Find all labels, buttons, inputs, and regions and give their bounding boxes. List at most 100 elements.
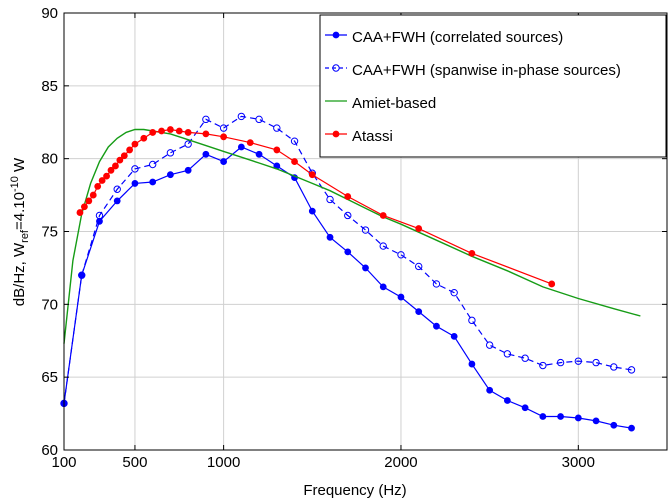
data-point <box>521 404 529 412</box>
data-point <box>184 140 192 148</box>
data-point <box>397 251 405 259</box>
y-tick-label: 60 <box>41 442 58 459</box>
data-point <box>246 139 254 147</box>
data-point <box>219 124 228 132</box>
y-tick-label: 85 <box>41 78 58 95</box>
data-point <box>166 149 175 157</box>
x-tick-label: 2000 <box>384 454 417 471</box>
data-point <box>344 248 352 256</box>
data-point <box>107 166 115 174</box>
data-point <box>379 212 387 219</box>
data-point <box>415 262 423 271</box>
legend-marker-0 <box>332 31 340 39</box>
data-point <box>98 177 106 184</box>
data-point <box>503 350 512 358</box>
data-point <box>379 283 387 291</box>
y-tick-label: 65 <box>41 369 58 386</box>
data-point <box>433 322 440 330</box>
data-point <box>592 358 600 367</box>
data-point <box>255 115 263 124</box>
data-point <box>308 207 316 215</box>
data-point <box>167 171 174 179</box>
y-tick-label: 75 <box>41 224 58 241</box>
data-point <box>415 308 423 316</box>
data-point <box>592 417 600 425</box>
legend-label-1: CAA+FWH (spanwise in-phase sources) <box>352 62 621 79</box>
data-point <box>131 180 139 187</box>
data-point <box>539 361 547 370</box>
data-point <box>574 414 582 422</box>
data-point <box>432 280 441 288</box>
series-layer <box>60 112 641 432</box>
data-point <box>184 129 192 136</box>
data-point <box>202 150 210 158</box>
data-point <box>148 160 157 169</box>
data-point <box>361 226 370 234</box>
data-point <box>308 171 316 179</box>
data-point <box>291 158 298 165</box>
x-axis-ticks: 100 500 1000 2000 3000 <box>51 13 595 471</box>
series-2 <box>63 128 641 344</box>
data-point <box>557 413 564 420</box>
data-point <box>95 211 104 220</box>
data-point <box>131 165 139 173</box>
data-point <box>468 316 476 325</box>
y-axis-ticks: 60 65 70 75 80 85 90 <box>41 5 667 459</box>
data-point <box>237 112 246 121</box>
data-point <box>628 424 635 432</box>
data-point <box>220 158 228 165</box>
data-point <box>85 197 93 205</box>
data-point <box>202 115 210 124</box>
x-tick-label: 100 <box>51 454 76 471</box>
data-point <box>610 421 618 429</box>
legend-box <box>319 14 667 158</box>
data-point <box>485 341 494 349</box>
series-3 <box>76 126 556 288</box>
x-tick-label: 500 <box>122 454 147 471</box>
data-point <box>450 332 458 340</box>
data-point <box>78 271 86 279</box>
data-point <box>486 386 494 394</box>
data-point <box>415 225 423 232</box>
data-point <box>255 150 263 158</box>
data-point <box>140 134 148 142</box>
legend-label-2: Amiet-based <box>352 95 436 112</box>
data-point <box>273 124 281 132</box>
data-point <box>521 354 529 362</box>
series-line-2 <box>63 128 641 344</box>
x-tick-label: 3000 <box>562 454 595 471</box>
data-point <box>220 133 228 141</box>
data-point <box>468 360 476 368</box>
data-point <box>103 172 110 180</box>
legend: CAA+FWH (correlated sources) CAA+FWH (sp… <box>319 14 667 158</box>
data-point <box>158 127 165 135</box>
data-point <box>326 233 334 241</box>
legend-label-3: Atassi <box>352 128 393 145</box>
data-point <box>610 363 618 371</box>
data-point <box>237 143 245 151</box>
x-tick-label: 1000 <box>207 454 240 471</box>
data-point <box>149 129 157 136</box>
legend-marker-3 <box>332 130 340 138</box>
data-point <box>539 413 547 420</box>
data-point <box>344 211 352 220</box>
data-point <box>113 197 121 205</box>
x-axis-label: Frequency (Hz) <box>303 482 406 499</box>
data-point <box>627 366 636 374</box>
data-point <box>112 162 119 170</box>
data-point <box>450 288 458 297</box>
data-point <box>167 126 174 133</box>
data-point <box>80 203 88 211</box>
data-point <box>89 191 97 199</box>
series-1 <box>60 112 636 408</box>
legend-label-0: CAA+FWH (correlated sources) <box>352 29 563 46</box>
data-point <box>116 156 124 164</box>
data-point <box>120 152 128 160</box>
data-point <box>468 249 476 257</box>
data-point <box>503 397 511 404</box>
y-tick-label: 80 <box>41 151 58 168</box>
data-point <box>184 166 192 174</box>
data-point <box>290 137 299 145</box>
data-point <box>94 182 102 190</box>
